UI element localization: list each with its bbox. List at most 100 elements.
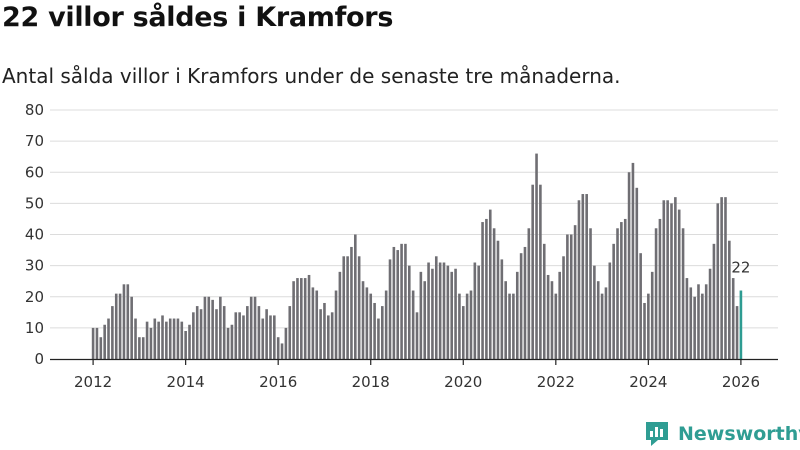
bar — [161, 315, 164, 359]
bar — [392, 246, 396, 359]
bar — [539, 184, 542, 359]
x-tick-label: 2014 — [167, 373, 205, 391]
bar — [662, 200, 666, 359]
bar — [604, 287, 608, 359]
bar — [550, 281, 554, 359]
bar — [103, 324, 106, 359]
bar — [419, 271, 423, 359]
bar — [222, 306, 226, 359]
bar — [369, 293, 373, 359]
bar — [311, 287, 315, 359]
bar — [207, 296, 211, 359]
bar — [546, 274, 550, 359]
bar — [492, 228, 496, 359]
bar — [269, 315, 272, 359]
bar — [519, 253, 523, 359]
bar — [365, 287, 369, 359]
x-tick-label: 2022 — [537, 373, 575, 391]
bar — [327, 315, 330, 359]
bar — [577, 200, 581, 359]
bar — [91, 327, 95, 360]
bar — [107, 318, 110, 359]
bar — [176, 318, 180, 359]
bar — [145, 321, 149, 359]
bar — [728, 240, 731, 359]
bar — [427, 262, 430, 359]
bar — [257, 306, 261, 359]
bar — [407, 265, 411, 360]
data-labels: 22 — [731, 259, 750, 277]
bar — [693, 296, 696, 359]
x-tick-label: 2026 — [722, 373, 760, 391]
bar — [469, 290, 473, 359]
bar — [666, 200, 669, 359]
bar — [203, 296, 207, 359]
bar — [712, 243, 716, 359]
bar — [450, 271, 454, 359]
bar — [616, 228, 619, 359]
bar — [330, 312, 334, 359]
bar — [242, 315, 245, 359]
bar-latest — [739, 290, 743, 359]
bar — [134, 318, 137, 359]
bar — [192, 312, 195, 359]
bar — [573, 225, 577, 359]
y-tick-label: 60 — [25, 163, 44, 181]
y-tick-label: 0 — [34, 350, 44, 368]
x-tick-label: 2024 — [629, 373, 667, 391]
bar — [612, 243, 615, 359]
bar — [199, 309, 203, 359]
bar — [554, 293, 558, 359]
bar — [99, 337, 103, 359]
bar — [157, 321, 160, 359]
bar — [346, 256, 349, 359]
bar — [238, 312, 241, 359]
bar — [442, 262, 446, 359]
bar — [184, 330, 187, 359]
bar — [523, 246, 527, 359]
bar — [635, 187, 639, 359]
bar — [438, 262, 442, 359]
x-tick-label: 2018 — [352, 373, 390, 391]
bar — [168, 318, 172, 359]
bar — [284, 327, 288, 360]
bar — [195, 306, 199, 359]
y-tick-label: 20 — [25, 288, 44, 306]
bar — [323, 302, 326, 359]
bar — [454, 268, 457, 359]
bar — [111, 306, 114, 359]
bar — [122, 284, 126, 359]
bar — [138, 337, 141, 359]
bar — [527, 228, 531, 359]
brand-name: Newsworthy — [678, 423, 800, 445]
x-axis: 2012 2014 2016 2018 2020 2022 2024 2026 — [50, 358, 778, 391]
bar — [226, 327, 230, 360]
bar — [731, 278, 735, 359]
bar — [473, 262, 477, 359]
bar — [458, 293, 461, 359]
bar — [219, 296, 222, 359]
bar — [685, 278, 689, 359]
y-tick-label: 10 — [25, 319, 44, 337]
bar — [508, 293, 511, 359]
bar — [569, 234, 573, 359]
bar — [446, 265, 450, 360]
bar — [589, 228, 592, 359]
bar — [296, 278, 299, 359]
bar — [211, 299, 214, 359]
bar — [396, 250, 400, 359]
bar — [531, 184, 534, 359]
latest-value-label: 22 — [731, 259, 750, 277]
bar — [654, 228, 658, 359]
y-tick-label: 80 — [25, 101, 44, 119]
x-tick-label: 2016 — [259, 373, 297, 391]
bar — [431, 268, 434, 359]
bar — [130, 296, 133, 359]
bar — [126, 284, 130, 359]
bar — [249, 296, 253, 359]
bar — [288, 306, 292, 359]
bar — [411, 290, 415, 359]
bar — [704, 284, 708, 359]
newsworthy-logo: Newsworthy — [644, 420, 800, 448]
y-tick-label: 50 — [25, 194, 44, 212]
